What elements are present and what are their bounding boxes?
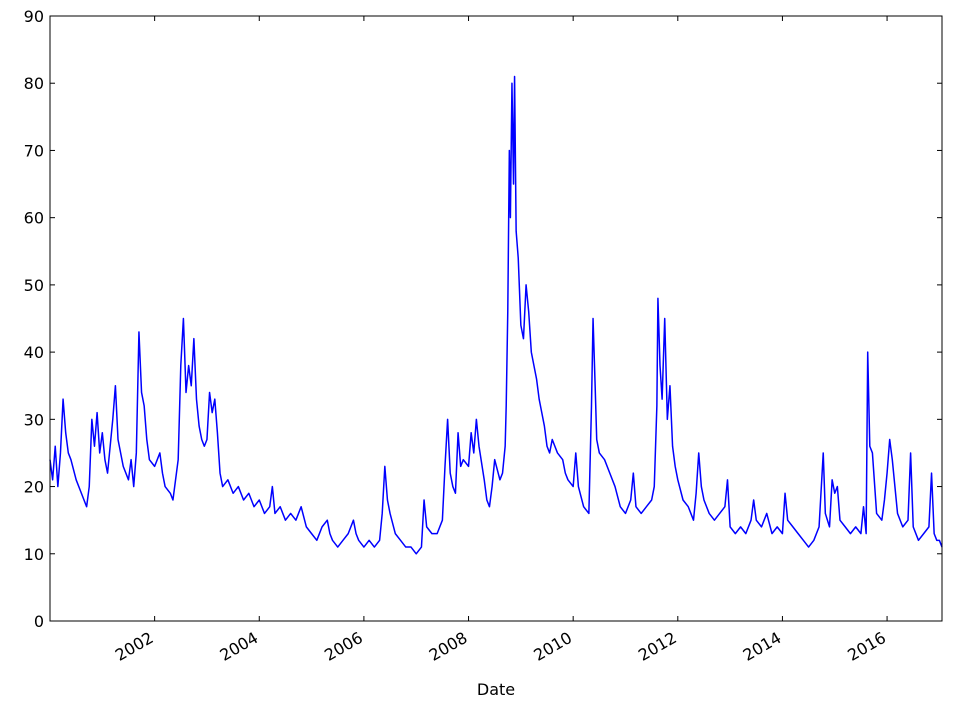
data-line xyxy=(49,75,943,555)
x-tick-label: 2006 xyxy=(321,628,366,665)
y-tick-label: 70 xyxy=(24,141,44,160)
y-tick-label: 0 xyxy=(34,612,44,631)
y-tick-label: 50 xyxy=(24,276,44,295)
x-tick-label: 2008 xyxy=(426,628,471,665)
plot-frame xyxy=(49,15,943,622)
y-tick-label: 20 xyxy=(24,478,44,497)
x-tick-label: 2014 xyxy=(740,628,785,665)
y-tick-label: 80 xyxy=(24,74,44,93)
y-tick-label: 40 xyxy=(24,343,44,362)
x-tick-label: 2010 xyxy=(530,628,575,665)
y-tick-label: 60 xyxy=(24,209,44,228)
x-tick-label: 2002 xyxy=(112,628,157,665)
x-tick-label: 2004 xyxy=(217,628,262,665)
y-tick-label: 30 xyxy=(24,410,44,429)
x-axis-label: Date xyxy=(477,680,515,699)
y-tick-label: 10 xyxy=(24,545,44,564)
y-tick-label: 90 xyxy=(24,7,44,26)
x-tick-label: 2016 xyxy=(844,628,889,665)
x-tick-label: 2012 xyxy=(635,628,680,665)
